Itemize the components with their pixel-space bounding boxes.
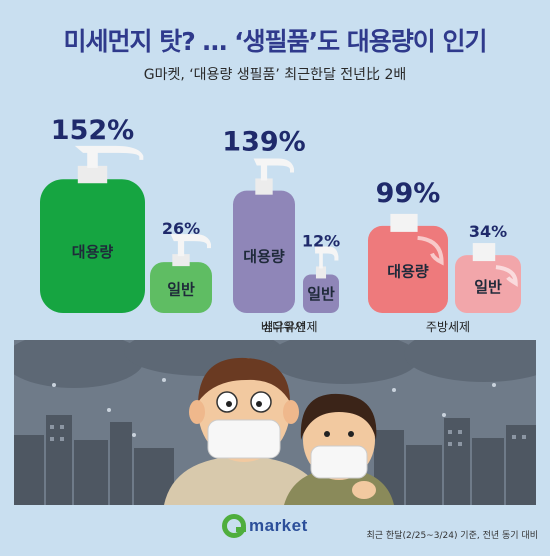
woman-figure xyxy=(284,393,394,505)
bar-large-0-pump xyxy=(74,145,144,160)
man-figure xyxy=(164,357,326,505)
bar-small-1-neck xyxy=(315,266,327,279)
data-label-large-1: 139% xyxy=(222,127,305,158)
bar-small-0-pump xyxy=(170,234,212,249)
series-label-large-1: 대용량 xyxy=(243,248,285,266)
bar-small-0-stem xyxy=(177,240,185,257)
series-label-large-2: 대용량 xyxy=(387,262,429,280)
logo-text: market xyxy=(249,516,308,535)
data-label-small-1: 12% xyxy=(302,231,340,250)
bar-small-1-stem xyxy=(319,252,323,269)
bar-large-1-neck xyxy=(255,178,273,195)
gmarket-logo: market xyxy=(222,510,342,544)
bar-large-1-stem xyxy=(260,164,268,181)
bar-small-1-pump xyxy=(314,246,339,261)
bar-large-2 xyxy=(368,225,448,313)
category-label-2: 주방세제 xyxy=(426,320,470,334)
category-label-0: 섬유유연제 xyxy=(262,320,317,334)
data-label-small-2: 34% xyxy=(469,222,507,241)
bar-small-2-handle xyxy=(495,265,518,287)
bar-large-0-stem xyxy=(87,151,98,168)
bar-small-2-cap xyxy=(472,243,496,262)
bar-large-2-handle xyxy=(417,235,444,266)
footnote: 최근 한달(2/25~3/24) 기준, 전년 동기 대비 xyxy=(366,531,538,541)
bar-small-0 xyxy=(150,262,212,313)
series-label-small-2: 일반 xyxy=(474,278,502,296)
bar-large-1 xyxy=(233,190,295,313)
category-label-1: 바디워시 xyxy=(261,320,305,334)
bar-large-2-cap xyxy=(390,213,418,232)
series-label-small-0: 일반 xyxy=(167,281,195,299)
data-label-small-0: 26% xyxy=(162,219,200,238)
bar-large-0 xyxy=(40,179,145,313)
page-title: 미세먼지 탓? … ‘생필품’도 대용량이 인기 xyxy=(63,27,487,56)
illustration-svg xyxy=(14,340,536,505)
bar-large-0-neck xyxy=(77,165,108,184)
gmarket-g-icon xyxy=(222,514,246,538)
bar-large-1-pump xyxy=(253,158,295,173)
series-label-large-0: 대용량 xyxy=(72,243,114,261)
page-subtitle: G마켓, ‘대용량 생필품’ 최근한달 전년比 2배 xyxy=(143,67,407,83)
series-label-small-1: 일반 xyxy=(307,285,335,303)
data-label-large-2: 99% xyxy=(376,178,441,209)
bar-small-1 xyxy=(303,274,339,313)
bar-small-0-neck xyxy=(172,254,190,267)
smog-city-illustration xyxy=(14,340,536,505)
data-label-large-0: 152% xyxy=(51,115,134,146)
